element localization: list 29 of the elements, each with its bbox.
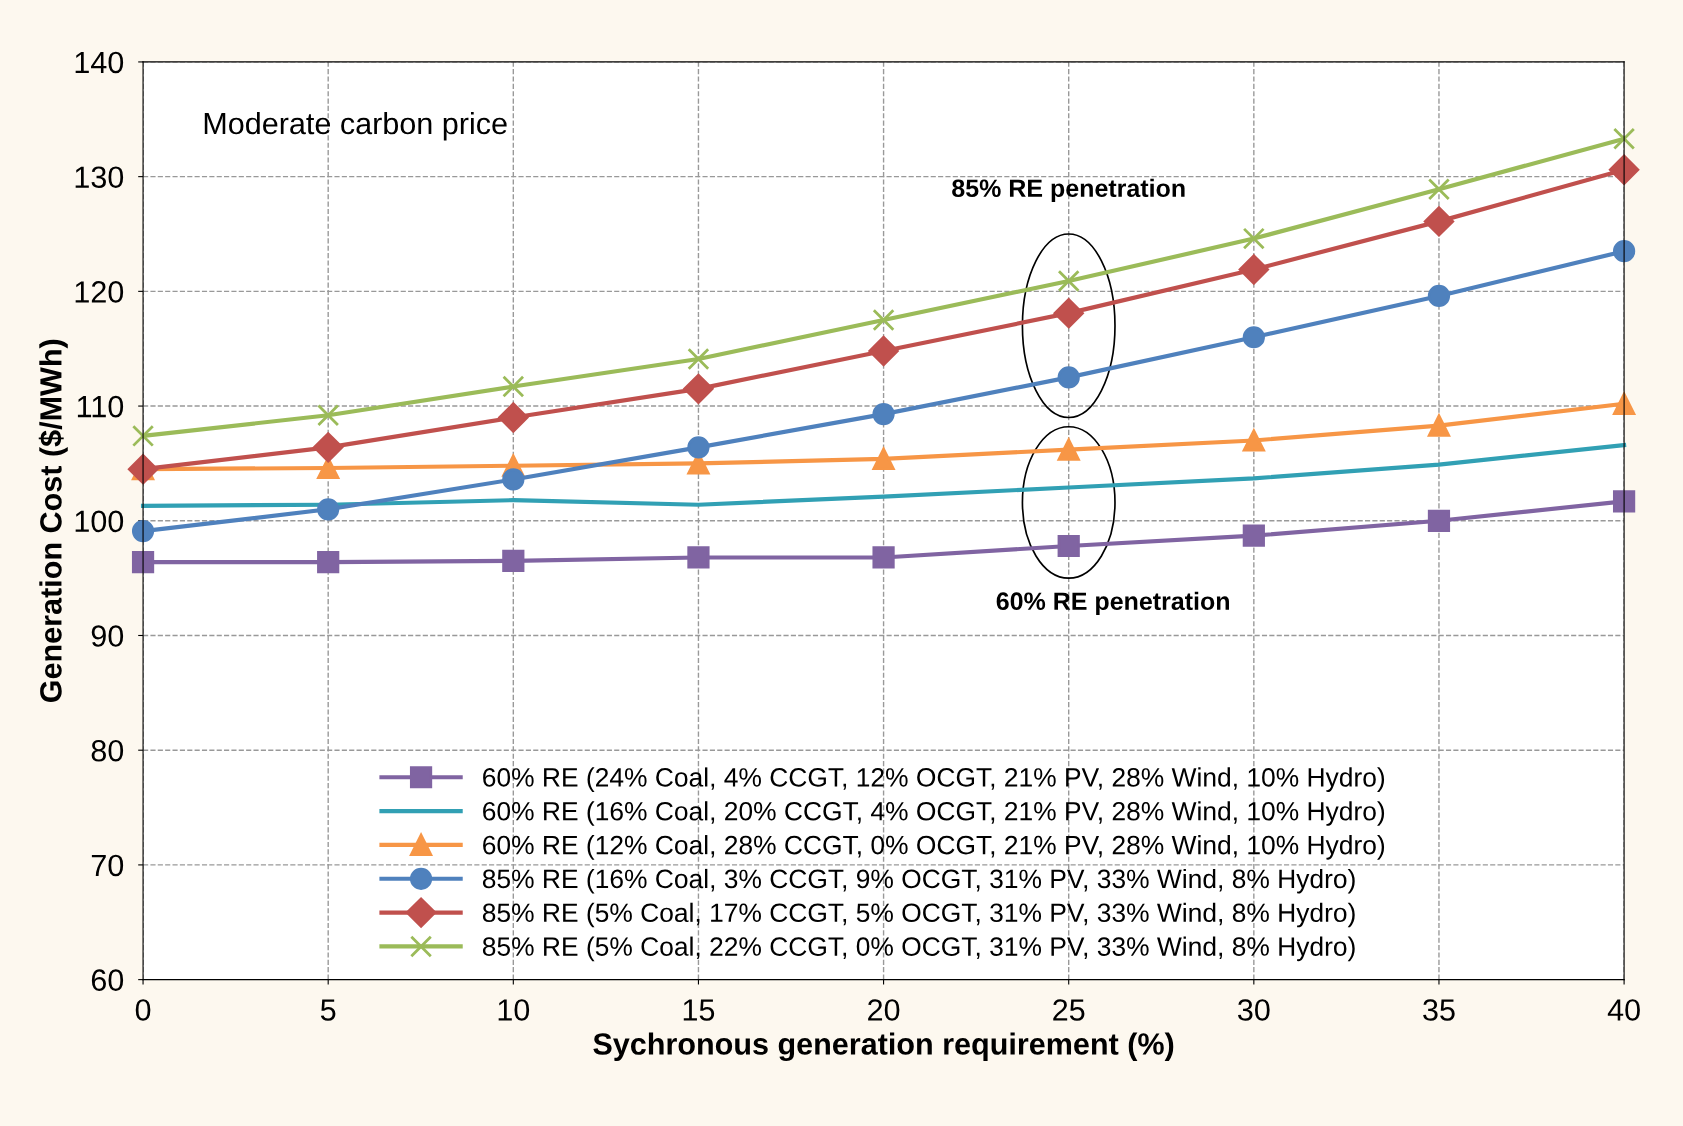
x-axis-title: Sychronous generation requirement (%) [593,1032,1174,1062]
y-tick-label: 120 [75,281,124,303]
x-tick-label: 5 [320,999,336,1021]
legend-label: 60% RE (16% Coal, 20% CCGT, 4% OCGT, 21% PV, 28% Wind, 10% Hydro) [483,801,1385,826]
x-tick-label: 25 [1053,999,1085,1021]
legend-label: 85% RE (5% Coal, 22% CCGT, 0% OCGT, 31% PV, 33% Wind, 8% Hydro) [482,936,1355,962]
x-tick-label: 15 [683,999,715,1021]
y-axis-title: Generation Cost ($/MWh) [38,339,68,702]
x-tick-label: 0 [135,999,151,1021]
annotation: 60% RE penetration [996,591,1229,616]
x-tick-label: 20 [868,999,900,1021]
y-tick-label: 110 [77,395,124,418]
x-tick-label: 30 [1238,999,1270,1021]
legend-label: 60% RE (12% Coal, 28% CCGT, 0% OCGT, 21% PV, 28% Wind, 10% Hydro) [483,835,1385,860]
x-tick-label: 10 [498,999,530,1021]
y-tick-label: 70 [91,854,124,877]
y-tick-label: 100 [75,510,124,533]
y-tick-label: 90 [91,625,124,647]
legend-label: 85% RE (5% Coal, 17% CCGT, 5% OCGT, 31% PV, 33% Wind, 8% Hydro) [482,902,1355,928]
y-tick-label: 130 [75,166,124,189]
x-tick-label: 35 [1423,999,1455,1021]
y-tick-label: 60 [91,969,124,991]
annotation: 85% RE penetration [952,178,1185,203]
legend-label: 60% RE (24% Coal, 4% CCGT, 12% OCGT, 21% PV, 28% Wind, 10% Hydro) [483,767,1385,792]
annotation: Moderate carbon price [204,111,507,141]
y-tick-label: 80 [91,739,124,762]
legend-label: 85% RE (16% Coal, 3% CCGT, 9% OCGT, 31% PV, 33% Wind, 8% Hydro) [482,868,1355,894]
x-tick-label: 40 [1607,999,1640,1021]
y-tick-label: 140 [75,51,124,74]
